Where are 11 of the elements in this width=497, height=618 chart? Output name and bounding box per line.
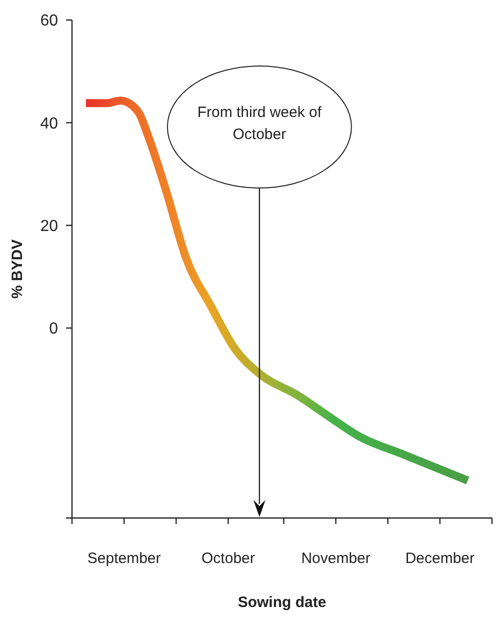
ref-line-label: From third week of October — [197, 104, 322, 143]
x-tick-label: December — [405, 550, 475, 567]
y-tick-label: 0 — [49, 320, 58, 338]
y-tick-label: 60 — [40, 12, 58, 30]
x-tick-label: November — [301, 550, 370, 567]
x-tick-label: September — [87, 550, 161, 567]
y-tick-label: 20 — [40, 218, 58, 235]
x-tick-label: October — [202, 550, 255, 567]
y-tick-label: 40 — [40, 115, 58, 132]
y-axis-title: % BYDV — [9, 239, 26, 299]
x-axis-title: Sowing date — [238, 594, 326, 611]
